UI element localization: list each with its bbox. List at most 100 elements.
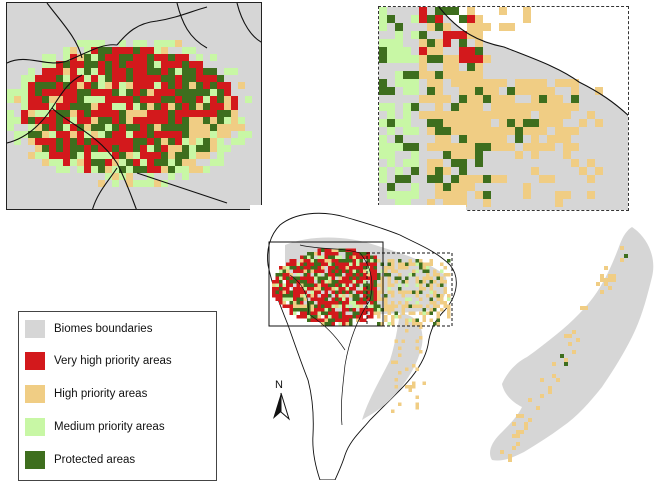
priority-cell [56,82,63,89]
priority-cell [384,301,388,305]
priority-cell [175,152,182,159]
priority-cell [161,159,168,166]
priority-cell [345,287,349,291]
priority-cell [515,111,523,119]
priority-cell [352,283,356,287]
priority-cell [391,269,395,273]
priority-cell [405,301,409,305]
priority-cell [84,117,91,124]
priority-cell [314,304,318,308]
priority-cell [440,280,444,284]
priority-cell [576,338,580,342]
priority-cell [217,138,224,145]
priority-cell [516,442,520,446]
priority-cell [112,54,119,61]
priority-cell [387,15,395,23]
priority-cell [112,173,119,180]
priority-cell [112,159,119,166]
legend-item-high: High priority areas [25,384,147,404]
priority-cell [335,304,339,308]
priority-cell [443,151,451,159]
priority-cell [84,110,91,117]
priority-cell [435,55,443,63]
priority-cell [459,135,467,143]
priority-cell [126,117,133,124]
priority-cell [398,273,402,277]
priority-cell [338,276,342,280]
priority-cell [436,311,440,315]
priority-cell [608,286,612,290]
priority-cell [70,117,77,124]
priority-cell [91,152,98,159]
priority-cell [352,297,356,301]
priority-cell [331,301,335,305]
priority-cell [377,276,381,280]
priority-cell [436,283,440,287]
priority-cell [411,79,419,87]
priority-cell [380,262,384,266]
priority-cell [91,131,98,138]
priority-cell [70,131,77,138]
priority-cell [571,103,579,111]
priority-cell [175,138,182,145]
priority-cell [314,283,318,287]
priority-cell [126,138,133,145]
north-label: N [275,379,283,391]
priority-cell [571,79,579,87]
priority-cell [321,294,325,298]
priority-cell [403,47,411,55]
priority-cell [359,290,363,294]
legend-item-biomes: Biomes boundaries [25,319,152,339]
priority-cell [126,173,133,180]
priority-cell [21,89,28,96]
priority-cell [49,117,56,124]
priority-cell [411,31,419,39]
priority-cell [387,290,391,294]
priority-cell [286,280,290,284]
priority-cell [571,159,579,167]
priority-cell [310,283,314,287]
priority-cell [435,191,443,199]
priority-cell [210,145,217,152]
priority-cell [491,87,499,95]
priority-cell [447,311,451,315]
priority-cell [587,191,595,199]
priority-cell [56,166,63,173]
priority-cell [161,166,168,173]
priority-cell [415,283,419,287]
priority-cell [531,103,539,111]
priority-cell [467,87,475,95]
priority-cell [379,119,387,127]
priority-cell [359,276,363,280]
priority-cell [161,40,168,47]
priority-cell [377,273,381,277]
priority-cell [356,269,360,273]
priority-cell [443,95,451,103]
priority-cell [394,315,398,319]
priority-cell [238,138,245,145]
priority-cell [14,138,21,145]
priority-cell [105,159,112,166]
priority-cell [539,87,547,95]
priority-cell [427,15,435,23]
priority-cell [21,117,28,124]
priority-cell [98,138,105,145]
priority-cell [435,47,443,55]
priority-cell [49,75,56,82]
priority-cell [345,283,349,287]
priority-cell [394,311,398,315]
priority-cell [335,248,339,252]
priority-cell [531,95,539,103]
priority-cell [331,262,335,266]
priority-cell [359,280,363,284]
priority-cell [238,82,245,89]
priority-cell [296,262,300,266]
priority-cell [98,61,105,68]
priority-cell [507,119,515,127]
priority-cell [500,450,504,454]
priority-cell [359,269,363,273]
priority-cell [279,287,283,291]
priority-cell [363,308,367,312]
north-arrow-icon [273,392,290,421]
priority-cell [307,283,311,287]
